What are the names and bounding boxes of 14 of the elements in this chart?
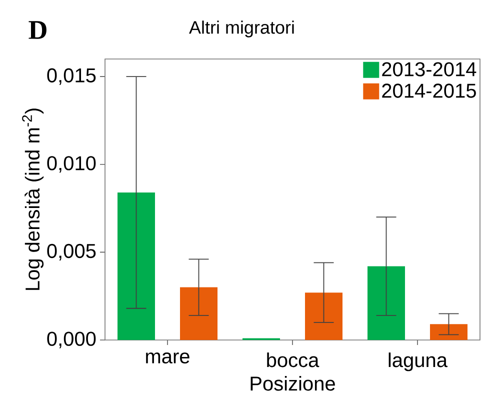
x-axis-title: Posizione [250, 376, 335, 391]
y-tick-label: 0,010 [47, 156, 96, 173]
y-tick-label: 0,000 [47, 332, 96, 348]
y-tick-label: 0,005 [47, 244, 96, 260]
legend-label: 2014-2015 [382, 84, 476, 98]
bar [430, 324, 468, 340]
x-tick-label: laguna [388, 352, 448, 372]
y-tick-label: 0,015 [47, 68, 96, 85]
x-tick-label: bocca [267, 352, 320, 368]
y-axis-title: Log densità (ind m$^{-2}$) [22, 108, 44, 290]
chart-title: Altri migratori [189, 20, 294, 38]
text: D [28, 21, 46, 39]
legend-label: 2013-2014 [382, 62, 476, 76]
x-tick-label: mare [146, 352, 190, 364]
